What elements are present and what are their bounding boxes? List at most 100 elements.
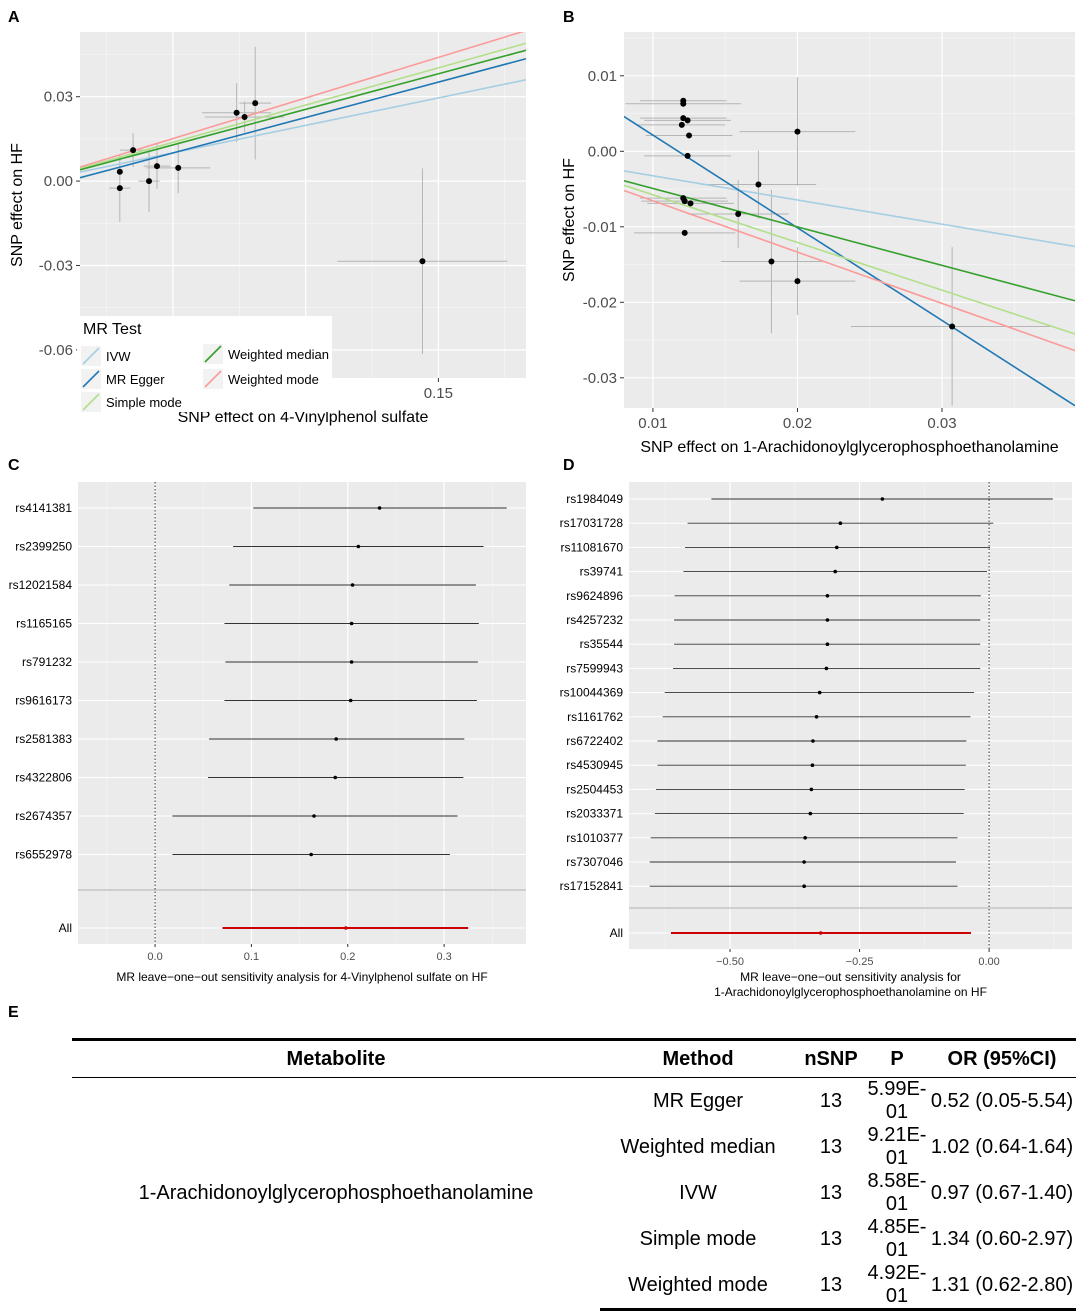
estimate-point [814,715,819,719]
plot-background [624,32,1075,408]
data-point [949,323,956,330]
p-cell: 9.21E-01 [867,1124,927,1169]
snp-label: rs2674357 [15,809,72,823]
y-tick-label: 0.03 [44,89,73,106]
estimate-point [833,569,838,574]
plot-background [78,482,526,944]
snp-label: rs6722402 [566,734,623,748]
snp-label: rs1984049 [566,492,623,506]
snp-label: rs2033371 [566,807,623,821]
y-tick-label: 0.01 [588,68,617,85]
line-simple-mode [80,42,526,170]
data-point [680,100,687,107]
snp-label: rs2504453 [566,782,623,796]
header-metabolite: Metabolite [72,1039,600,1078]
nsnp-cell: 13 [796,1262,866,1311]
line-weighted-mode [80,32,525,168]
estimate-point [880,497,885,501]
data-point [419,258,426,265]
data-point [684,152,691,159]
legend-key-line [204,370,222,388]
data-point [686,132,693,139]
estimate-point [356,544,361,549]
p-cell: 4.92E-01 [866,1262,928,1311]
y-tick-label: 0.00 [588,143,617,160]
method-cell: Weighted median [620,1135,776,1158]
p-cell: 8.58E-01 [867,1170,927,1215]
estimate-point [808,811,813,816]
nsnp-cell: 13 [819,1181,843,1204]
x-tick-label: 0.01 [638,415,667,432]
estimate-point [811,739,815,743]
snp-label: rs17031728 [560,516,624,530]
snp-label: rs4141381 [15,501,72,515]
line-ivw [80,79,526,173]
or-cell: 0.52 (0.05-5.54) [930,1089,1074,1112]
line-ivw [624,170,1075,248]
data-point [684,117,691,124]
data-point [252,100,259,107]
estimate-point [825,618,830,622]
y-tick-label: -0.06 [39,342,73,359]
data-point [233,109,240,116]
estimate-point [838,521,843,525]
estimate-point [349,621,354,626]
x-axis-title: SNP effect on 4-Vinylphenol sulfate [178,409,429,426]
regression-lines [624,115,1075,407]
snp-label: rs17152841 [560,879,624,893]
snp-label: rs2399250 [15,540,72,554]
x-axis-title: SNP effect on 1-Arachidonoylglycerophosp… [640,439,1058,456]
x-tick-label: 0.3 [436,951,451,963]
legend-key-line [204,345,222,363]
estimate-point [333,775,338,780]
legend-item: Simple mode [81,392,182,412]
legend-label: IVW [106,349,131,364]
panel-letter-b: B [563,9,575,26]
panel-b-scatter: 0.01 0.02 0.03 0.01 0.00 -0.01 -0.02 -0.03 SNP e… [561,32,1075,456]
snp-label: rs4257232 [566,613,623,627]
data-point [116,185,123,192]
legend-key-line [82,370,100,388]
snp-label: rs2581383 [15,732,72,746]
estimate-point [825,642,830,646]
legend-key-line [82,347,100,365]
data-point [153,163,160,170]
estimate-point [809,787,814,792]
snp-label: rs791232 [22,655,72,669]
data-point [681,198,688,205]
snp-label: rs9616173 [15,694,72,708]
legend-key-line [82,393,100,411]
legend-item: Weighted median [203,344,329,364]
snp-label: rs35544 [580,637,624,651]
nsnp-cell: 13 [819,1135,843,1158]
estimate-point [377,506,382,510]
method-cell: IVW [679,1181,717,1204]
snp-label: rs4530945 [566,758,623,772]
estimate-point [348,698,353,703]
snp-label: rs10044369 [560,686,624,700]
snp-label: rs1165165 [16,617,72,631]
nsnp-cell: 13 [819,1227,843,1250]
estimate-point-all [344,926,348,930]
x-tick-label: 0.2 [340,951,355,963]
snp-label: rs39741 [580,565,624,579]
snp-label-all: All [610,926,623,940]
x-tick-label: 0.15 [424,385,453,402]
x-axis-title-line: MR leave−one−out sensitivity analysis fo… [740,970,961,984]
estimate-point [309,852,313,857]
legend-title: MR Test [83,321,142,338]
snp-label: rs4322806 [15,771,72,785]
line-weighted-median [624,179,1075,302]
panel-letter-c: C [8,457,20,474]
y-tick-label: -0.02 [583,294,617,311]
estimate-point-all [818,931,823,935]
or-cell: 1.34 (0.60-2.97) [930,1227,1074,1250]
data-point [755,181,762,188]
line-weighted-mode [624,189,1075,352]
header-method: Method [600,1039,796,1078]
header-nsnp: nSNP [796,1039,866,1078]
legend-label: Weighted median [228,347,329,362]
x-tick-label: 0.1 [244,951,259,963]
legend-label: MR Egger [106,372,165,387]
